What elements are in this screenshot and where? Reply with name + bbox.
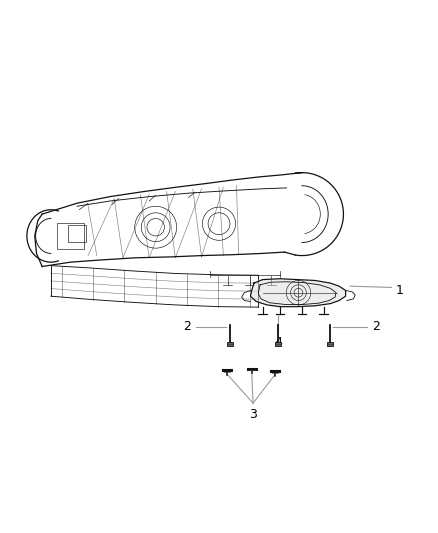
Text: 2: 2 (372, 320, 380, 333)
Bar (57, 223, 84, 249)
Text: 2: 2 (183, 320, 191, 333)
Text: 1: 1 (396, 284, 404, 297)
FancyBboxPatch shape (227, 342, 233, 346)
Bar (68, 225, 86, 243)
FancyBboxPatch shape (275, 342, 281, 346)
Text: 4: 4 (274, 336, 282, 349)
Text: 3: 3 (249, 408, 257, 422)
FancyBboxPatch shape (327, 342, 333, 346)
Polygon shape (251, 279, 346, 306)
